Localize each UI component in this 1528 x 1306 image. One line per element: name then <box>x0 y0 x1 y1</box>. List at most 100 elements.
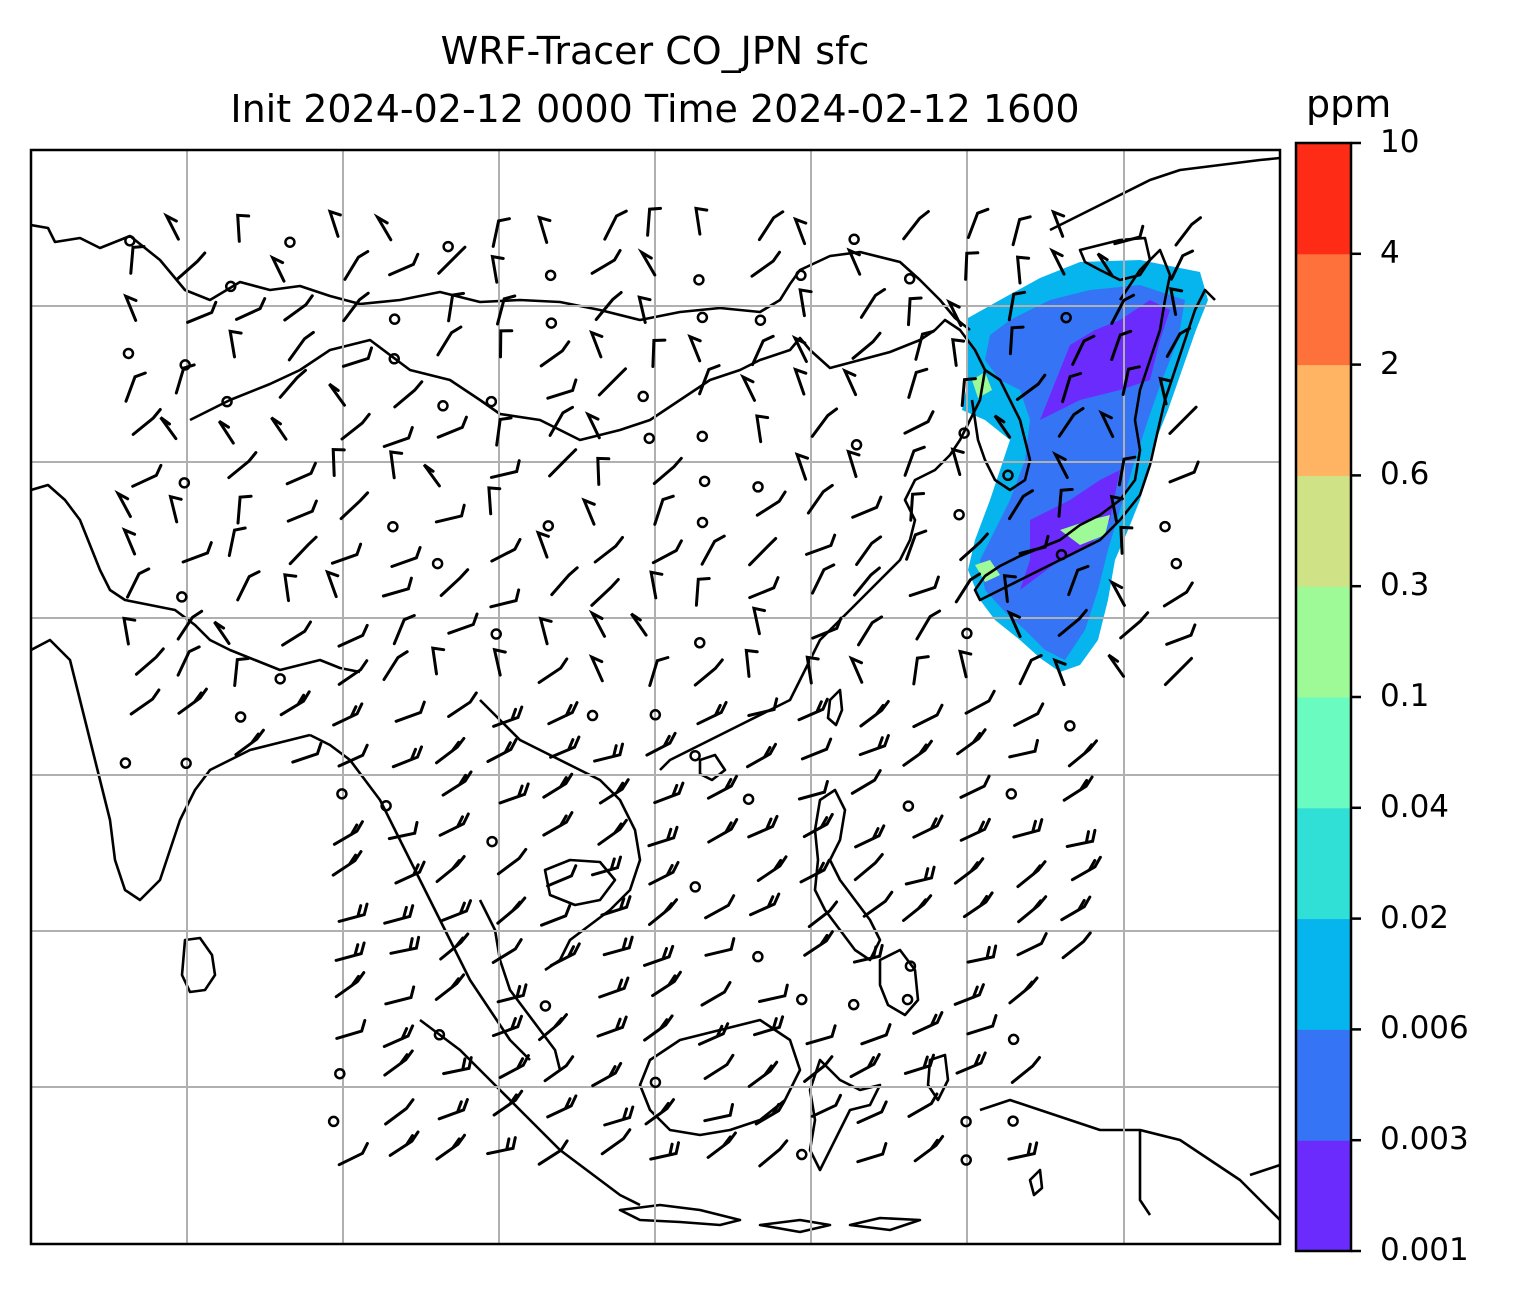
wind-barb <box>637 248 657 277</box>
wind-barb <box>848 655 864 684</box>
wind-barb <box>327 209 342 238</box>
wind-barb <box>1057 608 1088 637</box>
calm-wind-marker <box>119 757 132 769</box>
wind-barb <box>912 1011 944 1035</box>
wind-barb <box>643 1014 674 1042</box>
wind-barb <box>849 1053 881 1079</box>
calm-wind-marker <box>902 800 915 812</box>
map-title-line2: Init 2024-02-12 0000 Time 2024-02-12 160… <box>230 87 1080 131</box>
wind-barb <box>435 1133 466 1161</box>
calm-wind-marker <box>1060 311 1072 324</box>
wind-barb <box>121 527 137 556</box>
wind-barb <box>653 781 685 805</box>
colorbar-segment <box>1296 586 1351 698</box>
calm-wind-marker <box>847 998 860 1011</box>
wind-barb <box>286 499 318 523</box>
wind-barb <box>434 973 466 1001</box>
colorbar-tick-label: 2 <box>1380 345 1400 382</box>
wind-barb <box>596 456 611 486</box>
wind-barb <box>489 588 521 609</box>
wind-barb <box>749 892 781 917</box>
wind-barb <box>600 1128 632 1156</box>
wind-barb <box>331 447 346 477</box>
colorbar-tick-label: 0.04 <box>1380 788 1450 825</box>
wind-barb <box>542 811 574 837</box>
calm-wind-marker <box>433 1029 446 1041</box>
wind-barb <box>391 745 423 769</box>
wind-barb <box>486 1136 517 1156</box>
wind-barb <box>1018 534 1050 555</box>
calm-wind-marker <box>796 1148 808 1161</box>
wind-barb <box>803 930 834 957</box>
wind-barb <box>846 449 861 478</box>
wind-barb <box>1057 487 1074 518</box>
wind-barb <box>857 615 884 647</box>
wind-barb <box>964 251 980 281</box>
wind-barb <box>1174 216 1202 247</box>
wind-barb <box>603 1105 635 1127</box>
wind-barb <box>805 533 837 556</box>
wind-barb <box>1006 609 1022 638</box>
wind-barb <box>447 691 478 718</box>
wind-barb <box>437 1098 469 1121</box>
wind-barb <box>1008 738 1039 759</box>
wind-barb <box>706 1131 737 1159</box>
wind-barb <box>440 899 472 922</box>
wind-barb <box>394 860 426 885</box>
wind-barb <box>382 1024 415 1048</box>
wind-barb <box>859 700 890 728</box>
calm-wind-marker <box>176 591 188 603</box>
calm-wind-marker <box>696 311 709 324</box>
wind-barb <box>1008 325 1025 356</box>
wind-barb <box>217 420 235 445</box>
wind-barb <box>860 1023 892 1046</box>
wind-barb <box>337 1142 369 1167</box>
wind-barb <box>964 689 996 715</box>
wind-barb <box>648 898 679 926</box>
wind-barb <box>858 734 890 757</box>
calm-wind-marker <box>1005 788 1018 800</box>
colorbar-segment <box>1296 475 1351 587</box>
wind-barb <box>381 576 413 598</box>
wind-barb <box>693 658 724 687</box>
wind-barb <box>492 705 524 728</box>
wind-barb <box>758 983 789 1003</box>
wind-barb <box>373 213 393 242</box>
wind-barb <box>539 340 571 368</box>
colorbar-ticks <box>1351 141 1361 1253</box>
wind-barb <box>330 542 363 565</box>
calm-wind-marker <box>795 269 807 282</box>
wind-barb <box>955 1051 987 1075</box>
wind-barb <box>1071 334 1096 366</box>
wind-barb <box>447 291 465 323</box>
wind-barb <box>340 412 371 441</box>
calm-wind-marker <box>742 793 755 805</box>
wind-barb <box>649 570 664 600</box>
colorbar-segment <box>1296 918 1351 1030</box>
calm-wind-marker <box>689 881 702 893</box>
wind-barb <box>747 697 779 717</box>
calm-wind-marker <box>234 711 247 723</box>
calm-wind-marker <box>1159 520 1171 533</box>
wind-barb <box>1008 976 1039 1005</box>
wind-barb <box>384 985 416 1006</box>
wind-barb <box>123 293 138 322</box>
wind-barb <box>234 728 265 757</box>
wind-barb <box>1013 702 1045 727</box>
wind-barb <box>331 850 363 877</box>
calm-wind-marker <box>696 430 709 443</box>
wind-barb <box>852 943 884 964</box>
gridlines <box>31 150 1280 1244</box>
calm-wind-marker <box>696 516 709 529</box>
wind-barb <box>792 367 808 396</box>
wind-barb <box>496 294 517 326</box>
wind-barb <box>913 1135 945 1163</box>
wind-barb <box>499 329 514 359</box>
wind-barb <box>1113 224 1145 246</box>
wind-barb <box>794 452 809 481</box>
calm-wind-marker <box>904 960 917 972</box>
wind-barb <box>859 287 887 319</box>
wind-barb <box>909 492 926 522</box>
colorbar-tick-label: 0.6 <box>1380 456 1430 493</box>
